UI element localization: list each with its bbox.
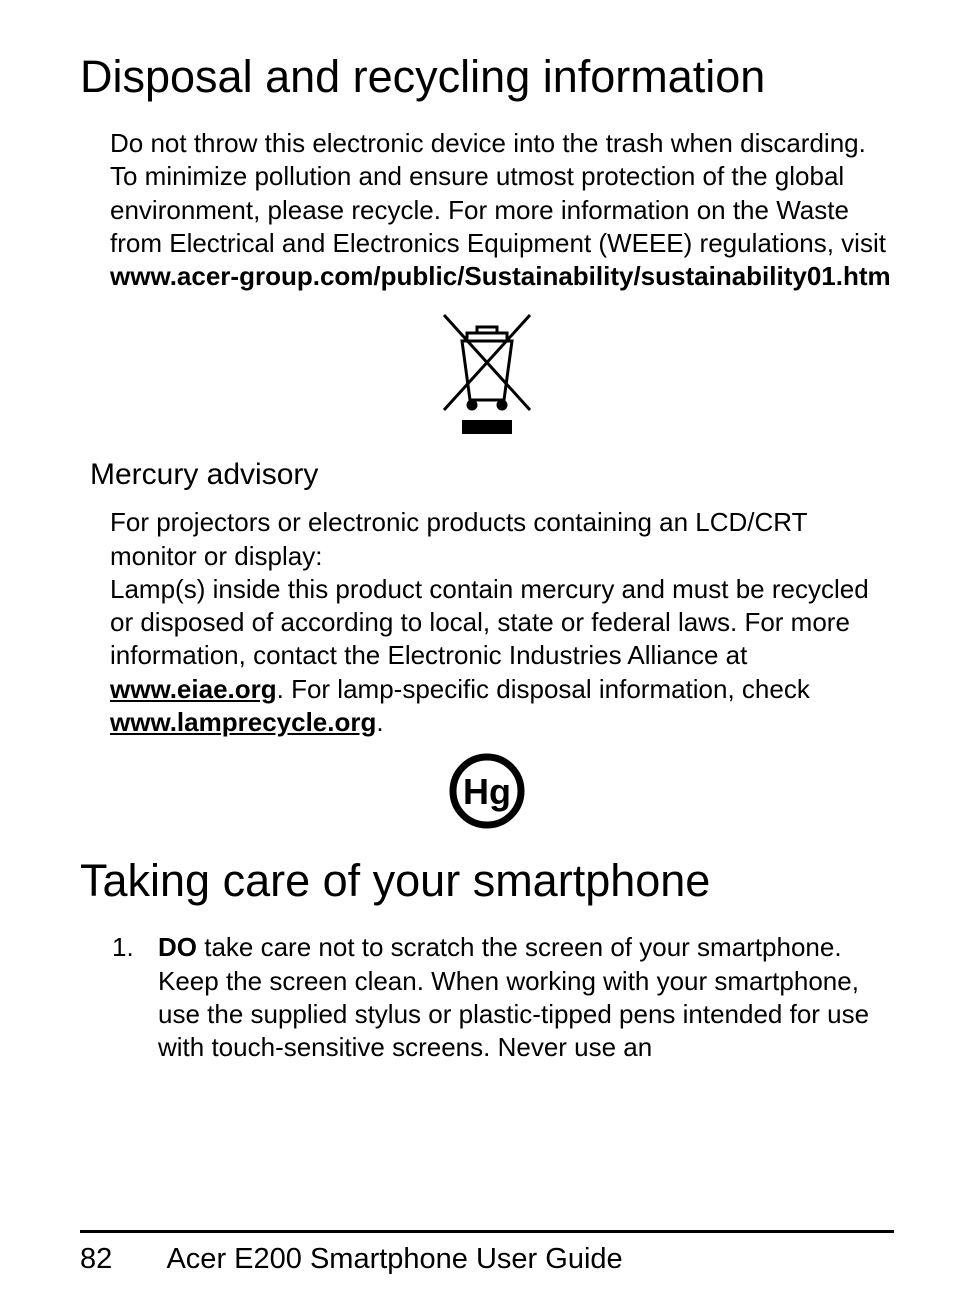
heading-disposal: Disposal and recycling information bbox=[80, 50, 894, 103]
page-footer: 82 Acer E200 Smartphone User Guide bbox=[80, 1230, 894, 1276]
care-tip-1: DO take care not to scratch the screen o… bbox=[152, 931, 894, 1064]
heading-mercury: Mercury advisory bbox=[80, 458, 894, 492]
disposal-paragraph: Do not throw this electronic device into… bbox=[80, 127, 894, 293]
disposal-text-1: Do not throw this electronic device into… bbox=[110, 128, 866, 158]
mercury-text-2a: Lamp(s) inside this product contain merc… bbox=[110, 574, 869, 671]
footer-title: Acer E200 Smartphone User Guide bbox=[166, 1243, 622, 1275]
disposal-text-2: To minimize pollution and ensure utmost … bbox=[110, 161, 886, 258]
page-number: 82 bbox=[80, 1243, 160, 1276]
tip-do-label: DO bbox=[158, 932, 197, 962]
disposal-link[interactable]: www.acer-group.com/public/Sustainability… bbox=[110, 261, 891, 291]
weee-icon bbox=[80, 305, 894, 440]
mercury-text-2c: . bbox=[376, 707, 383, 737]
mercury-text-2b: . For lamp-specific disposal information… bbox=[277, 674, 810, 704]
mercury-link-lamprecycle[interactable]: www.lamprecycle.org bbox=[110, 707, 376, 737]
mercury-text-1: For projectors or electronic products co… bbox=[110, 507, 807, 570]
heading-care: Taking care of your smartphone bbox=[80, 854, 894, 907]
care-tips-list: DO take care not to scratch the screen o… bbox=[80, 931, 894, 1064]
tip-1-text: take care not to scratch the screen of y… bbox=[158, 932, 869, 1062]
mercury-link-eiae[interactable]: www.eiae.org bbox=[110, 674, 277, 704]
hg-icon: Hg bbox=[80, 751, 894, 836]
mercury-paragraph: For projectors or electronic products co… bbox=[80, 506, 894, 739]
footer-rule bbox=[80, 1230, 894, 1233]
svg-text:Hg: Hg bbox=[463, 771, 511, 812]
